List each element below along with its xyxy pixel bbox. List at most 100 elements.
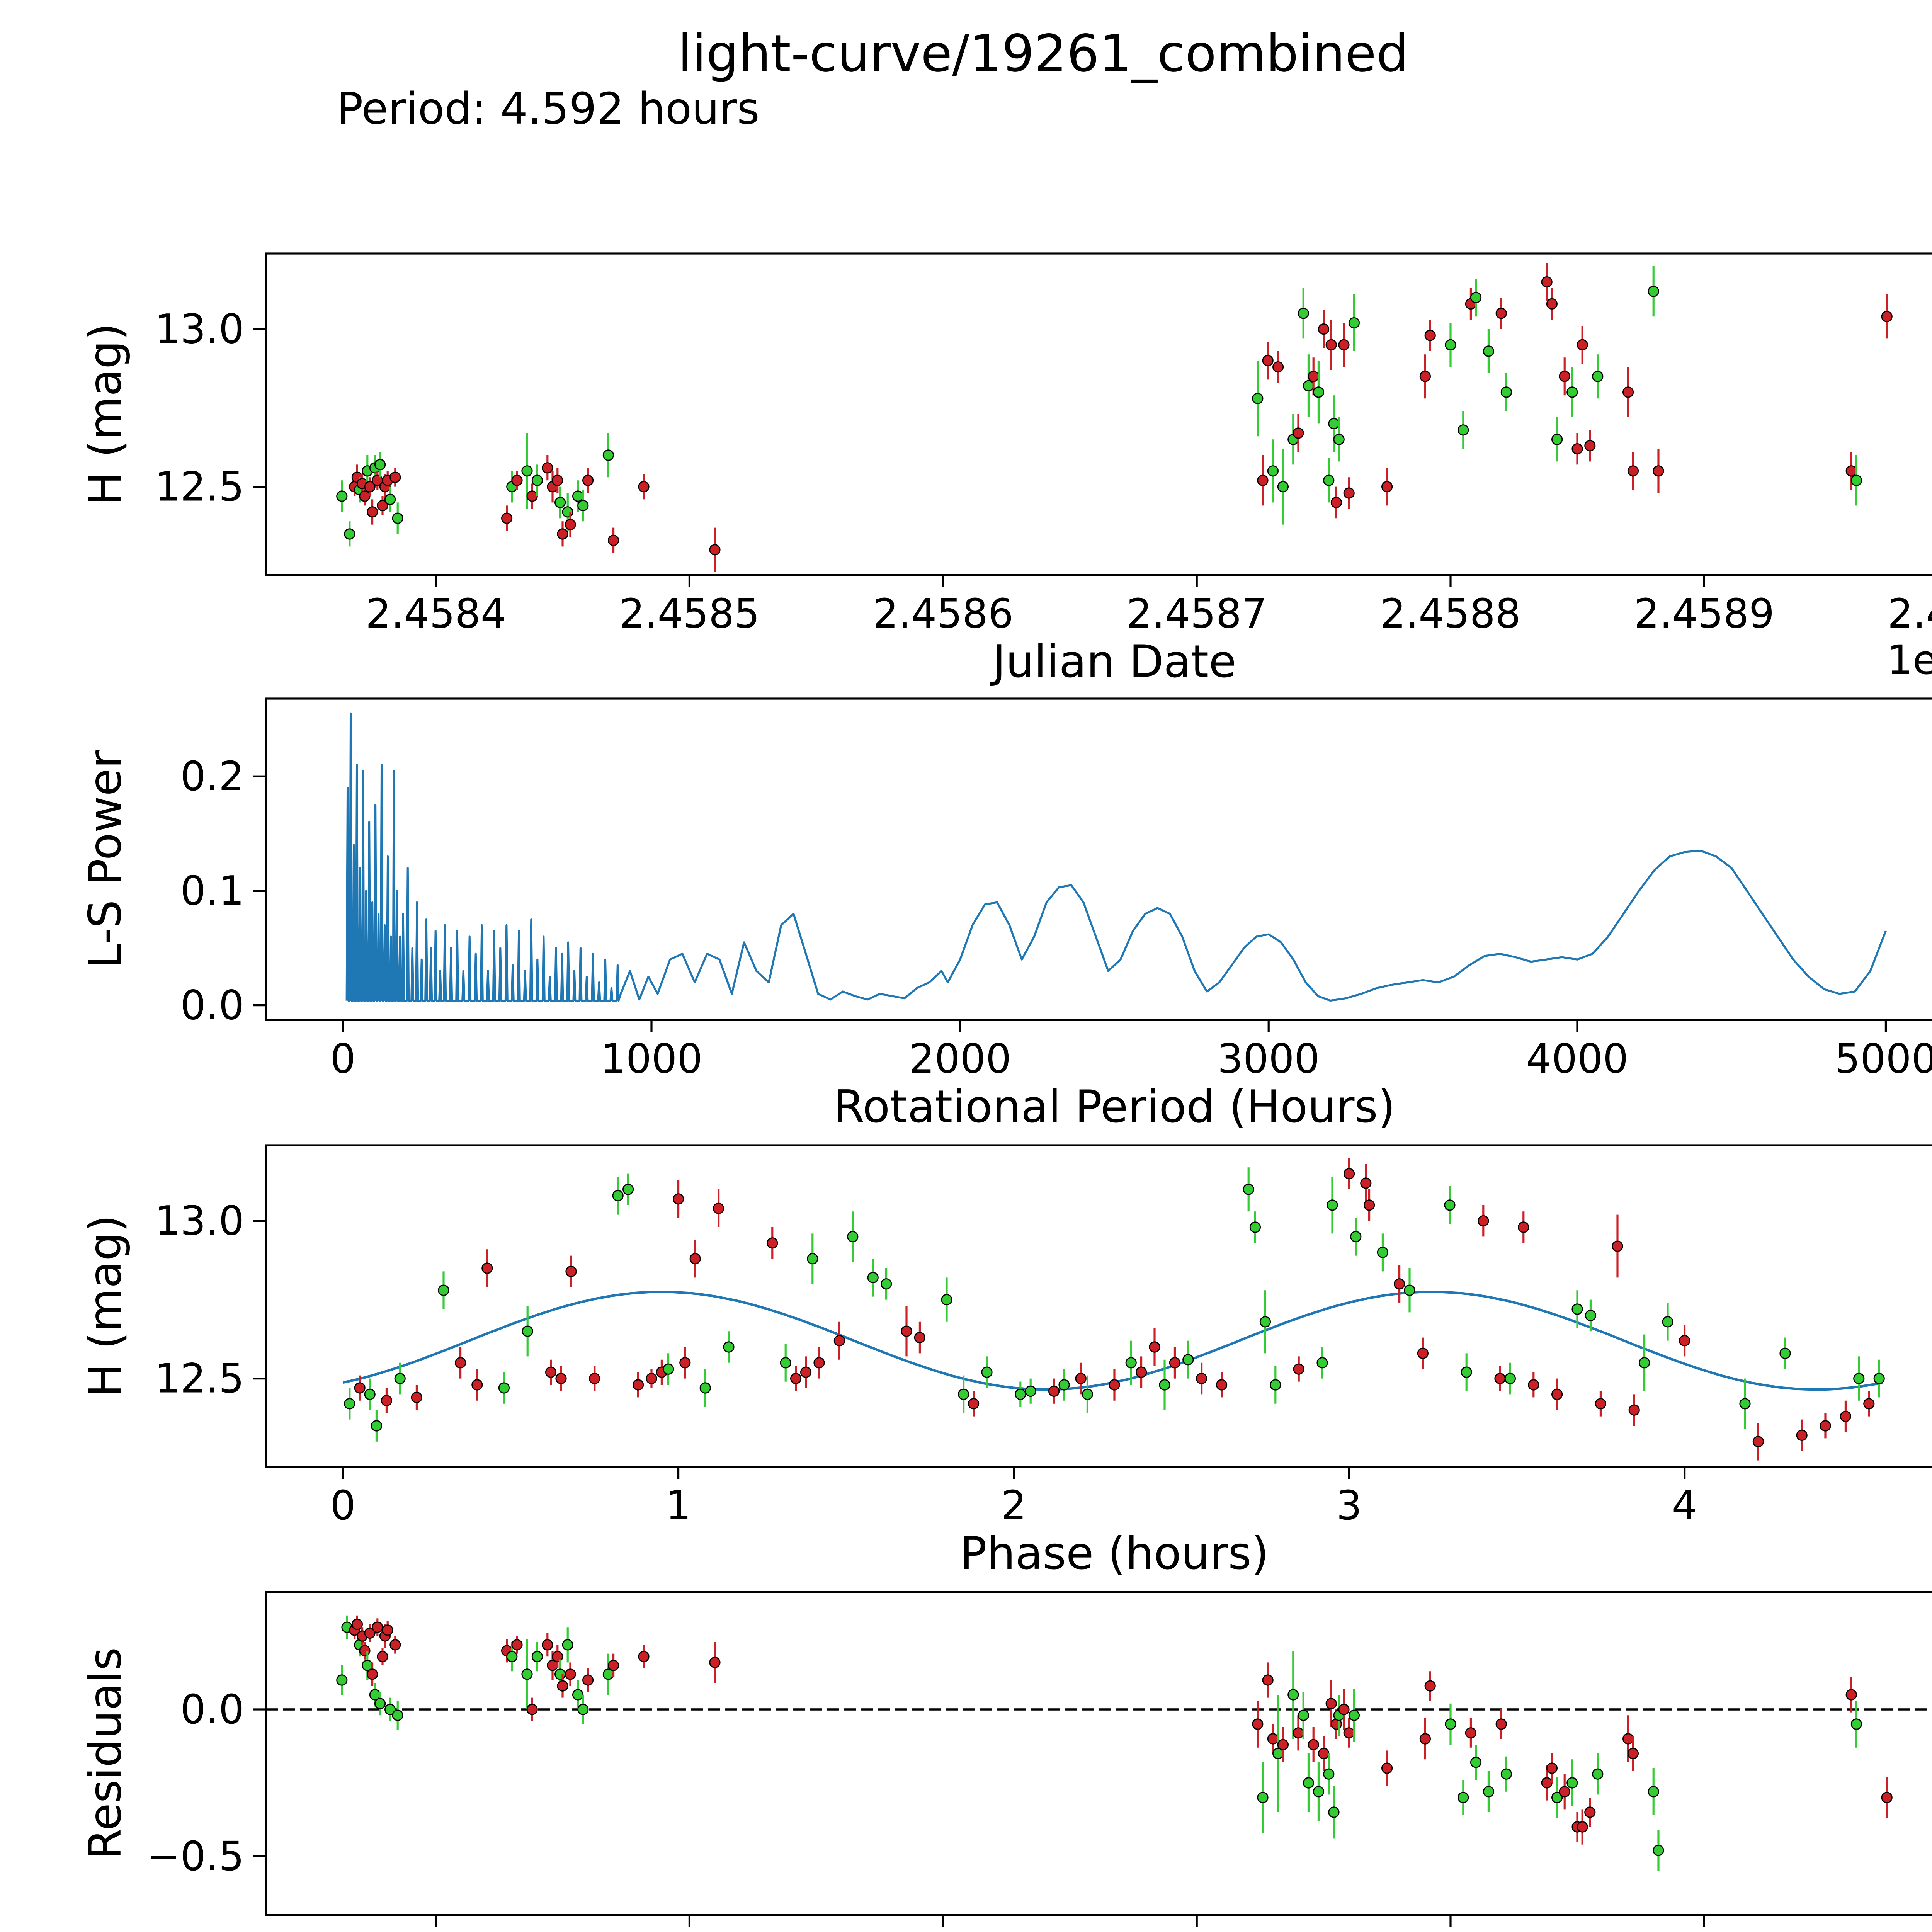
data-point — [364, 1388, 376, 1400]
data-point — [1495, 308, 1507, 319]
data-point — [1348, 317, 1360, 329]
x-tick-label: 2.4589 — [1634, 590, 1774, 637]
data-point — [1445, 339, 1456, 351]
data-point — [1318, 323, 1330, 335]
data-point — [521, 1668, 533, 1680]
axis-offset-label: 1e6 — [1887, 636, 1932, 684]
data-point — [1267, 1733, 1279, 1745]
data-point — [1377, 1247, 1388, 1258]
data-point — [1196, 1373, 1208, 1384]
data-point — [1338, 1704, 1350, 1715]
axes-frame — [265, 1591, 1932, 1916]
data-point — [1850, 1718, 1862, 1730]
data-point — [1270, 1379, 1281, 1391]
data-point — [1495, 1718, 1507, 1730]
data-point — [1075, 1373, 1087, 1384]
data-point — [572, 490, 584, 502]
data-point — [392, 1709, 403, 1721]
data-point — [1277, 481, 1289, 493]
data-point — [1252, 393, 1264, 404]
data-point — [374, 459, 386, 471]
x-tick-label: 1 — [666, 1482, 691, 1529]
data-point — [1058, 1379, 1070, 1391]
data-point — [1364, 1199, 1375, 1211]
data-point — [713, 1202, 724, 1214]
data-point — [1325, 339, 1337, 351]
data-point — [767, 1237, 778, 1249]
x-tick-label: 2.4585 — [619, 590, 760, 637]
data-point — [572, 1689, 584, 1701]
data-point — [914, 1332, 925, 1344]
data-point — [1584, 1806, 1596, 1818]
data-point — [1082, 1388, 1093, 1400]
data-point — [981, 1366, 993, 1378]
data-point — [1330, 497, 1342, 509]
x-tick-label: 2.4588 — [1380, 590, 1521, 637]
data-point — [1293, 1363, 1304, 1375]
data-point — [1458, 424, 1469, 436]
x-tick-label: 0 — [330, 1035, 356, 1082]
data-point — [1566, 1777, 1578, 1789]
data-point — [1779, 1347, 1791, 1359]
data-point — [1863, 1398, 1875, 1410]
axes-frame — [265, 1144, 1932, 1468]
data-point — [1323, 1768, 1335, 1780]
data-point — [1249, 1221, 1261, 1233]
data-point — [1622, 386, 1634, 398]
data-point — [1528, 1379, 1539, 1391]
data-point — [1327, 1199, 1338, 1211]
y-axis-label: L-S Power — [79, 750, 131, 969]
data-point — [1541, 1777, 1553, 1789]
data-point — [1149, 1341, 1160, 1353]
data-point — [545, 1366, 557, 1378]
data-point — [354, 1382, 366, 1394]
x-tick-label: 2.4587 — [1126, 1930, 1267, 1932]
x-tick-label: 4000 — [1526, 1035, 1629, 1082]
data-point — [1417, 1347, 1429, 1359]
panels-group: 2.4584 2.4585 2.4586 2.4587 2.4588 2.4589 2.45… — [79, 252, 1932, 1932]
data-point — [709, 1656, 721, 1668]
data-point — [531, 474, 543, 486]
data-point — [1252, 1718, 1264, 1730]
data-point — [1243, 1184, 1254, 1195]
data-point — [638, 481, 650, 493]
data-point — [622, 1184, 634, 1195]
x-tick-label: 2.4588 — [1380, 1930, 1521, 1932]
data-point — [455, 1357, 466, 1369]
data-point — [602, 449, 614, 461]
data-point — [374, 1698, 386, 1709]
data-point — [522, 1325, 533, 1337]
data-point — [542, 1639, 553, 1651]
data-point — [807, 1253, 818, 1265]
data-point — [1257, 474, 1269, 486]
data-point — [1267, 465, 1279, 477]
data-point — [1577, 1821, 1588, 1833]
data-point — [1840, 1411, 1851, 1422]
data-point — [481, 1262, 493, 1274]
data-point — [723, 1341, 735, 1353]
x-tick-label: 2.4586 — [873, 590, 1014, 637]
data-point — [552, 474, 563, 486]
data-point — [377, 500, 388, 512]
data-point — [1394, 1278, 1405, 1290]
data-point — [1546, 298, 1558, 310]
x-tick-label: 1000 — [600, 1035, 703, 1082]
data-point — [562, 1639, 573, 1651]
data-point — [1796, 1429, 1808, 1441]
data-point — [1424, 1680, 1436, 1692]
data-point — [673, 1193, 684, 1205]
data-point — [780, 1357, 791, 1369]
data-point — [1313, 386, 1324, 398]
y-tick-label: 12.5 — [155, 1355, 244, 1402]
data-point — [689, 1253, 701, 1265]
data-point — [366, 506, 378, 518]
data-point — [638, 1651, 650, 1662]
data-point — [1308, 371, 1319, 382]
data-point — [565, 1668, 576, 1680]
data-point — [1136, 1366, 1147, 1378]
axes-frame — [265, 697, 1932, 1021]
data-point — [1318, 1748, 1330, 1759]
data-point — [521, 465, 533, 477]
x-axis-label: Julian Date — [990, 636, 1236, 688]
